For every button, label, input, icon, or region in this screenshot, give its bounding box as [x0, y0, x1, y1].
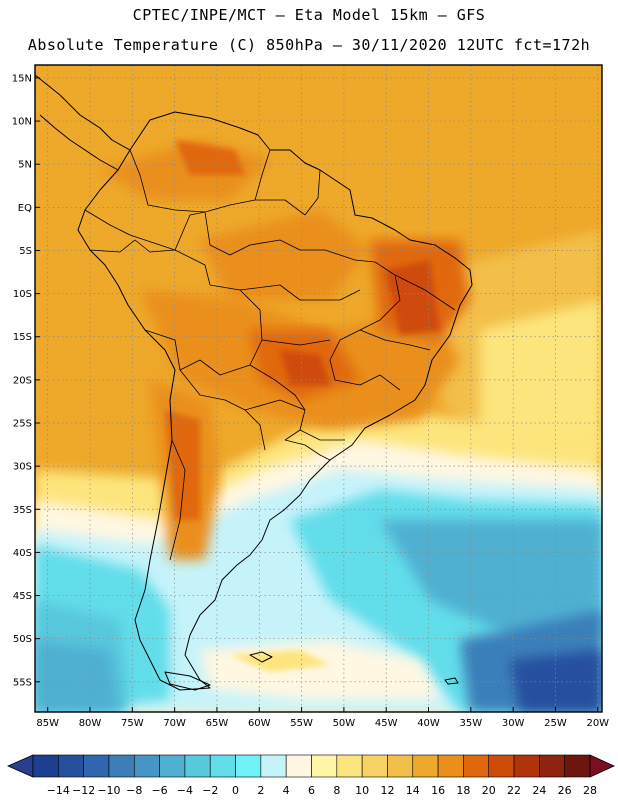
map-subtitle: Absolute Temperature (C) 850hPa – 30/11/…: [27, 36, 591, 54]
colorbar-label: 16: [431, 784, 445, 797]
lat-label: 15S: [13, 332, 32, 343]
lat-label: 5N: [18, 160, 32, 171]
lon-label: 70W: [163, 718, 186, 729]
colorbar-swatch: [260, 754, 287, 778]
lat-label: 20S: [13, 375, 32, 386]
colorbar-label: 8: [333, 784, 340, 797]
south-america-outline: [77, 111, 473, 691]
colorbar-swatch: [539, 754, 565, 778]
lon-label: 30W: [502, 718, 525, 729]
lat-label: 40S: [13, 548, 32, 559]
colorbar-label: −14: [47, 784, 70, 797]
colorbar-swatch: [58, 754, 84, 778]
lon-label: 50W: [333, 718, 356, 729]
lat-label: 10N: [12, 117, 32, 128]
lon-label: 40W: [417, 718, 440, 729]
latitude-labels: 15N 10N 5N EQ 5S 10S 15S 20S 25S 30S 35S 40S 45S 50S 5…: [12, 73, 40, 688]
colorbar-label: −2: [202, 784, 218, 797]
colorbar-label: 18: [456, 784, 470, 797]
colorbar-label: 26: [558, 784, 572, 797]
lat-label: EQ: [18, 203, 32, 214]
country-borders: [84, 149, 456, 561]
colorbar-swatch: [159, 754, 186, 778]
lat-label: 30S: [13, 462, 32, 473]
lon-label: 60W: [248, 718, 271, 729]
lon-label: 20W: [586, 718, 609, 729]
colorbar-swatch: [488, 754, 515, 778]
falkland-islands: [249, 651, 273, 663]
colorbar-label: 0: [232, 784, 239, 797]
colorbar-swatch: [83, 754, 110, 778]
lon-label: 65W: [206, 718, 229, 729]
lon-label: 25W: [544, 718, 567, 729]
colorbar-over-arrow: [589, 754, 615, 778]
colorbar-swatch: [285, 754, 312, 778]
lat-label: 55S: [13, 677, 32, 688]
colorbar-swatch: [311, 754, 338, 778]
colorbar-label: 22: [507, 784, 521, 797]
colorbar-swatch: [412, 754, 439, 778]
lon-label: 85W: [36, 718, 59, 729]
lon-label: 55W: [290, 718, 313, 729]
colorbar-label: 20: [482, 784, 496, 797]
colorbar-swatch: [209, 754, 236, 778]
colorbar-swatch: [336, 754, 363, 778]
colorbar-swatch: [463, 754, 490, 778]
map-title: CPTEC/INPE/MCT – Eta Model 15km – GFS: [132, 6, 486, 24]
colorbar-under-arrow: [7, 754, 34, 778]
lat-label: 15N: [12, 73, 32, 84]
longitude-labels: 85W 80W 75W 70W 65W 60W 55W 50W 45W 40W 35W 30W 25W 2…: [36, 707, 609, 729]
colorbar-label: −12: [72, 784, 95, 797]
colorbar-label: 24: [532, 784, 546, 797]
colorbar-label: 28: [583, 784, 597, 797]
coastline-layer: [35, 74, 473, 691]
colorbar-swatch: [133, 754, 160, 778]
colorbar-label: 6: [308, 784, 315, 797]
colorbar-label: 14: [406, 784, 420, 797]
lon-label: 80W: [79, 718, 102, 729]
lat-label: 10S: [13, 289, 32, 300]
lon-label: 75W: [121, 718, 144, 729]
graticule: [35, 65, 602, 712]
colorbar-swatch: [32, 754, 59, 778]
colorbar-label: −10: [97, 784, 120, 797]
lat-label: 5S: [19, 246, 32, 257]
colorbar-label: −4: [177, 784, 193, 797]
lat-label: 25S: [13, 419, 32, 430]
lat-label: 35S: [13, 505, 32, 516]
colorbar-swatch: [564, 754, 591, 778]
colorbar-swatch: [437, 754, 464, 778]
lon-label: 45W: [375, 718, 398, 729]
colorbar-label: 4: [283, 784, 290, 797]
map-frame: [34, 64, 603, 713]
colorbar-swatch: [513, 754, 540, 778]
colorbar-label: −8: [126, 784, 142, 797]
tierra-del-fuego: [164, 671, 211, 691]
colorbar-label: 10: [355, 784, 369, 797]
colorbar-swatch: [108, 754, 135, 778]
colorbar-swatch: [235, 754, 262, 778]
colorbar-label: −6: [151, 784, 167, 797]
temperature-field: [35, 65, 602, 712]
lon-label: 35W: [460, 718, 483, 729]
colorbar-swatch: [387, 754, 414, 778]
central-america-outline: [35, 74, 131, 151]
lat-label: 45S: [13, 591, 32, 602]
colorbar-label: 2: [257, 784, 264, 797]
colorbar-label: 12: [380, 784, 394, 797]
colorbar: −14 −12 −10 −8 −6 −4 −2 0 2 4 6 8 10 12 14 16 18 20 22 24 26…: [7, 754, 615, 797]
colorbar-swatch: [184, 754, 211, 778]
lat-label: 50S: [13, 634, 32, 645]
colorbar-swatch: [361, 754, 388, 778]
